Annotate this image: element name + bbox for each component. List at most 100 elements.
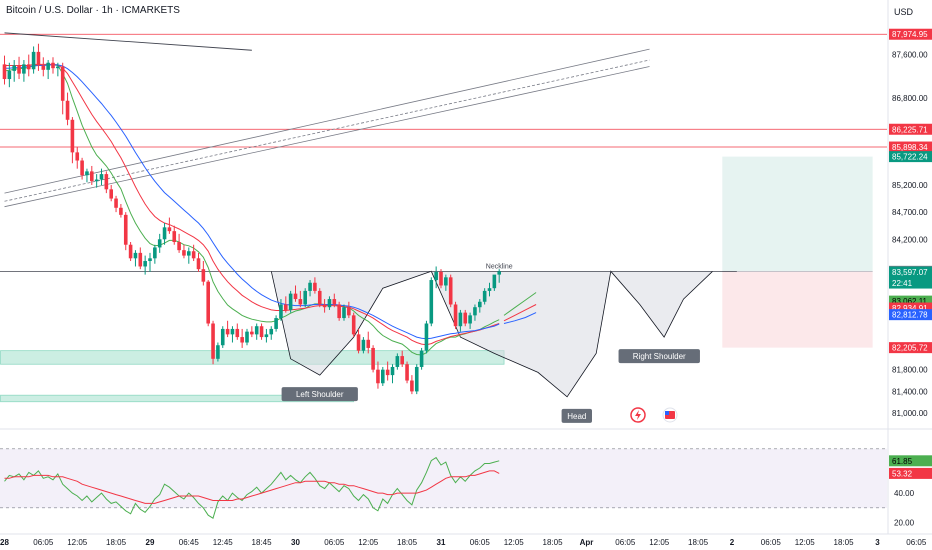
price-badge[interactable]: 82,934.91 — [889, 302, 932, 314]
time-tick-label: 18:05 — [688, 538, 709, 547]
candle — [434, 266, 438, 289]
candle-body — [274, 318, 278, 329]
channel-line-2[interactable] — [4, 59, 650, 202]
candle — [75, 146, 80, 169]
candle-body — [429, 280, 434, 324]
candle — [31, 46, 36, 74]
candle-body — [337, 304, 341, 319]
price-badge[interactable]: 61.85 — [889, 455, 932, 467]
candle-body — [31, 51, 36, 70]
candle — [177, 233, 181, 253]
price-badge-text: 82,812.78 — [892, 311, 928, 320]
price-badge[interactable]: 53.32 — [889, 467, 932, 479]
pattern-outline[interactable] — [270, 270, 713, 398]
stop-zone[interactable] — [722, 271, 873, 348]
candle-body — [482, 290, 487, 302]
candle — [138, 247, 143, 270]
price-badge[interactable]: 86,225.71 — [889, 123, 932, 135]
candle — [56, 62, 60, 77]
price-badge[interactable]: 83,597.07 22:41 — [889, 266, 932, 289]
candle — [322, 299, 327, 313]
candle-body — [473, 307, 477, 316]
candle — [376, 361, 380, 389]
candle — [288, 290, 293, 313]
price-badge[interactable]: 85,898.34 — [889, 141, 932, 153]
event-markers[interactable] — [630, 407, 678, 423]
symbol-title[interactable]: Bitcoin / U.S. Dollar · 1h · ICMARKETS — [6, 5, 180, 16]
candle — [468, 312, 472, 329]
price-badge-text: 85,722.24 — [892, 153, 928, 162]
candle — [429, 277, 434, 327]
candle — [196, 252, 201, 272]
time-tick-label: 18:05 — [106, 538, 127, 547]
candle — [424, 320, 429, 354]
currency-label[interactable]: USD — [894, 7, 914, 17]
candle — [463, 309, 468, 327]
time-axis[interactable]: 28 06:05 12:05 18:05 29 06:45 12:45 18:45 30 06:0… — [0, 533, 932, 547]
time-tick-label: Apr — [580, 538, 594, 547]
price-axis[interactable]: 87,600.00 86,800.00 85,200.00 84,700.00 84,2… — [887, 0, 932, 534]
candle — [497, 269, 501, 283]
price-badge[interactable]: 85,722.24 — [889, 151, 932, 163]
rsi-pane[interactable] — [0, 428, 932, 519]
candle — [478, 299, 482, 313]
candle-body — [172, 231, 177, 243]
candle-body — [177, 242, 181, 251]
price-tick-label: 85,200.00 — [892, 181, 928, 190]
long-position-tool[interactable] — [722, 156, 873, 348]
price-badge-text: 53.32 — [892, 469, 913, 478]
price-badge[interactable]: 82,205.72 — [889, 342, 932, 354]
candle — [298, 290, 303, 308]
time-tick-label: 12:05 — [504, 538, 525, 547]
candle — [182, 244, 186, 259]
candle — [2, 55, 7, 85]
rsi-band — [0, 448, 887, 508]
candle — [7, 62, 12, 88]
candle — [337, 301, 341, 321]
candle — [395, 353, 400, 370]
candle-body — [94, 179, 99, 182]
candle — [274, 315, 278, 332]
candle — [264, 328, 269, 343]
channel-line-3[interactable] — [4, 66, 650, 208]
candle — [356, 328, 361, 354]
price-badge[interactable]: 82,812.78 — [889, 309, 932, 321]
price-badge-bg — [889, 141, 932, 153]
candle-body — [327, 299, 332, 308]
support-zone-1[interactable] — [0, 350, 505, 365]
descending-trendline[interactable] — [4, 32, 252, 51]
time-tick-label: 29 — [146, 538, 155, 547]
price-badge[interactable]: 87,974.95 — [889, 28, 932, 40]
candle — [80, 157, 84, 180]
pattern-label[interactable]: Right Shoulder — [618, 349, 700, 364]
price-badge-text: 87,974.95 — [892, 30, 928, 39]
candle — [143, 255, 147, 275]
candle-body — [347, 307, 351, 316]
candle-body — [250, 331, 254, 335]
candle-body — [376, 369, 380, 384]
candle — [400, 350, 404, 367]
candle-body — [317, 290, 322, 305]
price-badge[interactable]: 83,062.11 — [889, 295, 932, 307]
price-badge-bg — [889, 295, 932, 307]
price-tick-label: 86,800.00 — [892, 94, 928, 103]
head-and-shoulders-pattern[interactable] — [0, 270, 737, 398]
candle — [104, 171, 109, 194]
candle — [123, 212, 128, 251]
pattern-label[interactable]: Head — [561, 408, 592, 423]
ascending-channel[interactable] — [4, 32, 650, 208]
rsi-tick-label: 20.00 — [894, 519, 915, 528]
target-zone[interactable] — [722, 156, 873, 272]
pattern-label[interactable]: Left Shoulder — [281, 387, 358, 402]
candle-body — [405, 364, 409, 381]
rsi-ma-line — [4, 470, 500, 504]
channel-line-1[interactable] — [4, 48, 650, 194]
candle — [167, 217, 172, 234]
candle — [444, 274, 448, 291]
candle — [128, 242, 133, 262]
candle — [51, 57, 55, 74]
candle-body — [99, 174, 104, 180]
candle — [114, 195, 118, 213]
time-tick-label: 18:05 — [397, 538, 418, 547]
